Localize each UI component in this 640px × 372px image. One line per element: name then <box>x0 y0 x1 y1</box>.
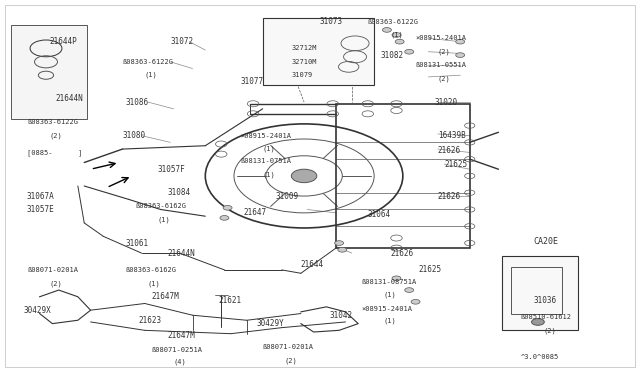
Text: ß08510-61612: ß08510-61612 <box>521 314 572 320</box>
Text: 31079: 31079 <box>291 72 312 78</box>
Text: 21626: 21626 <box>390 248 413 258</box>
Circle shape <box>404 49 413 54</box>
Text: 31061: 31061 <box>125 238 148 247</box>
Circle shape <box>532 318 544 325</box>
Text: 31042: 31042 <box>330 311 353 320</box>
Text: 31073: 31073 <box>320 17 343 26</box>
Circle shape <box>404 288 413 292</box>
Circle shape <box>223 205 232 210</box>
Text: 31086: 31086 <box>125 97 148 107</box>
Text: (2): (2) <box>49 280 62 286</box>
Text: 31009: 31009 <box>275 192 298 201</box>
Text: (1): (1) <box>384 317 396 324</box>
Text: ß08363-6122G: ß08363-6122G <box>368 19 419 25</box>
Text: 21644P: 21644P <box>49 37 77 46</box>
Text: (2): (2) <box>49 132 62 139</box>
Text: 16439B: 16439B <box>438 131 466 140</box>
Circle shape <box>456 39 465 44</box>
Circle shape <box>395 39 404 44</box>
Circle shape <box>291 169 317 183</box>
Text: 31057F: 31057F <box>157 165 185 174</box>
Text: (1): (1) <box>390 32 403 38</box>
Text: 32710M: 32710M <box>291 59 317 65</box>
Text: ß08363-6162G: ß08363-6162G <box>125 267 177 273</box>
Text: 30429Y: 30429Y <box>256 319 284 328</box>
Bar <box>502 256 578 330</box>
Text: 31020: 31020 <box>435 97 458 107</box>
Text: 31067A: 31067A <box>27 192 54 201</box>
Text: 32712M: 32712M <box>291 45 317 51</box>
Text: ß08363-6122G: ß08363-6122G <box>122 59 173 65</box>
Text: [0885-      ]: [0885- ] <box>27 149 82 156</box>
Bar <box>336 104 470 248</box>
Text: 21647M: 21647M <box>151 292 179 301</box>
Circle shape <box>338 247 347 252</box>
Text: 21625: 21625 <box>444 160 467 169</box>
Text: ß08131-08751A: ß08131-08751A <box>362 279 417 285</box>
Text: 21647: 21647 <box>244 208 267 217</box>
Text: (1): (1) <box>262 146 275 152</box>
Text: CA20E: CA20E <box>534 237 559 246</box>
Text: (1): (1) <box>262 171 275 177</box>
Text: 31064: 31064 <box>368 210 391 219</box>
Text: 21621: 21621 <box>218 296 241 305</box>
Text: (2): (2) <box>285 357 298 364</box>
Circle shape <box>220 215 229 220</box>
Text: 21626: 21626 <box>438 146 461 155</box>
Text: (1): (1) <box>148 280 161 286</box>
Bar <box>511 267 562 314</box>
Text: ß08071-0201A: ß08071-0201A <box>27 267 78 273</box>
Text: ß08071-0201A: ß08071-0201A <box>262 344 314 350</box>
Text: 31084: 31084 <box>167 188 190 197</box>
Text: 31072: 31072 <box>170 37 193 46</box>
Text: 31057E: 31057E <box>27 205 54 214</box>
Text: ß08363-6122G: ß08363-6122G <box>27 119 78 125</box>
Bar <box>262 18 374 85</box>
Text: 31036: 31036 <box>534 296 557 305</box>
Text: ß08131-0751A: ß08131-0751A <box>241 158 291 164</box>
Text: ß08131-0551A: ß08131-0551A <box>415 62 467 68</box>
Text: (2): (2) <box>438 48 451 55</box>
Text: (2): (2) <box>438 76 451 82</box>
Bar <box>11 25 88 119</box>
Text: 21644N: 21644N <box>56 94 83 103</box>
Text: 31077: 31077 <box>241 77 264 86</box>
Text: ×08915-2401A: ×08915-2401A <box>241 133 291 139</box>
Text: 21625: 21625 <box>419 265 442 275</box>
Circle shape <box>383 28 392 32</box>
Text: ^3.0^0085: ^3.0^0085 <box>521 354 559 360</box>
Text: 21647M: 21647M <box>167 331 195 340</box>
Text: ×08915-2401A: ×08915-2401A <box>362 305 412 311</box>
Text: (1): (1) <box>145 72 157 78</box>
Circle shape <box>335 241 344 246</box>
Text: 21644N: 21644N <box>167 248 195 258</box>
Text: 31082: 31082 <box>381 51 404 60</box>
Circle shape <box>392 276 401 280</box>
Text: ß08363-6162G: ß08363-6162G <box>135 203 186 209</box>
Text: (1): (1) <box>384 292 396 298</box>
Circle shape <box>392 33 401 37</box>
Text: ß08071-0251A: ß08071-0251A <box>151 347 202 353</box>
Circle shape <box>456 53 465 57</box>
Text: 30429X: 30429X <box>24 306 51 315</box>
Text: (1): (1) <box>157 216 170 223</box>
Text: (2): (2) <box>543 327 556 334</box>
Text: 21644: 21644 <box>301 260 324 269</box>
Text: (4): (4) <box>173 359 186 365</box>
Text: 21623: 21623 <box>138 316 161 325</box>
Text: ×08915-2401A: ×08915-2401A <box>415 35 467 41</box>
Text: 21626: 21626 <box>438 192 461 201</box>
Circle shape <box>411 299 420 304</box>
Text: 31080: 31080 <box>122 131 145 140</box>
